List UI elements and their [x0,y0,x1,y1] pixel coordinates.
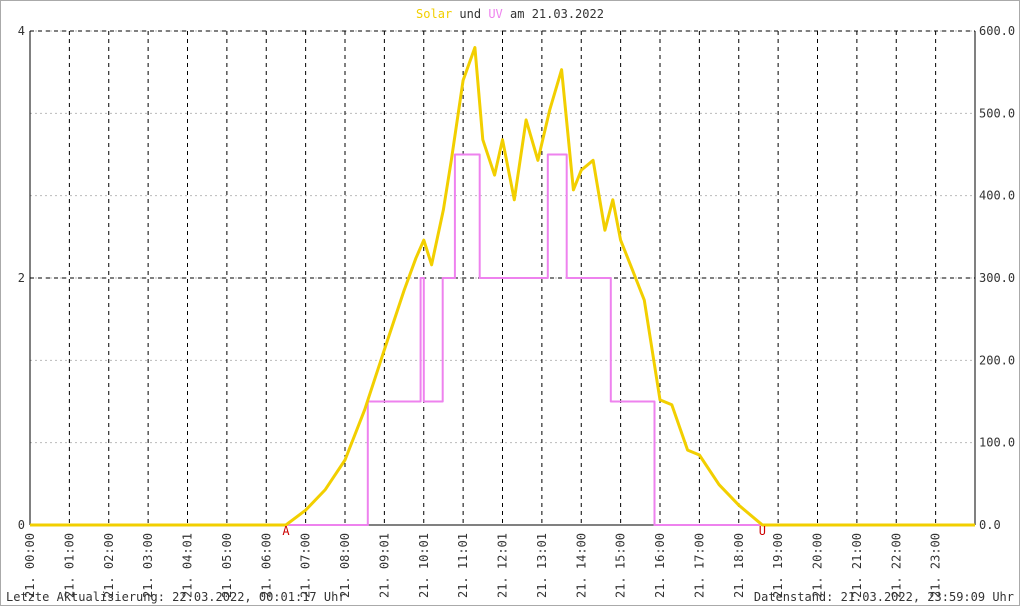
x-tick-label: 21. 00:00 [23,533,37,598]
x-tick-label: 21. 07:00 [299,533,313,598]
series-line [30,46,975,527]
y-tick-label: 4 [18,24,25,38]
x-tick-label: 21. 21:00 [850,533,864,598]
x-tick-label: 21. 11:01 [456,533,470,598]
y-tick-label: 2 [18,271,25,285]
chart-title: Solar und UV am 21.03.2022 [416,7,604,21]
x-tick-label: 21. 15:00 [614,533,628,598]
y2-tick-label: 200.0 [979,353,1015,367]
x-tick-label: 21. 08:00 [338,533,352,598]
title-solar: Solar [416,7,452,21]
x-tick-label: 21. 14:00 [574,533,588,598]
y2-tick-label: 500.0 [979,106,1015,120]
x-tick-label: 21. 03:00 [141,533,155,598]
x-tick-label: 21. 20:00 [811,533,825,598]
x-tick-label: 21. 04:01 [181,533,195,598]
x-tick-label: 21. 17:00 [692,533,706,598]
x-tick-label: 21. 22:00 [889,533,903,598]
x-tick-label: 21. 01:00 [62,533,76,598]
y2-tick-label: 0.0 [979,518,1001,532]
title-date: am 21.03.2022 [510,7,604,21]
y2-tick-label: 100.0 [979,436,1015,450]
x-tick-label: 21. 23:00 [929,533,943,598]
title-und: und [459,7,481,21]
title-uv: UV [488,7,502,21]
x-tick-label: 21. 09:01 [377,533,391,598]
y2-tick-label: 600.0 [979,24,1015,38]
x-tick-label: 21. 12:01 [496,533,510,598]
annotation: A [282,524,290,538]
y2-tick-label: 400.0 [979,189,1015,203]
x-tick-label: 21. 13:01 [535,533,549,598]
x-tick-label: 21. 02:00 [102,533,116,598]
y2-tick-label: 300.0 [979,271,1015,285]
x-tick-label: 21. 19:00 [771,533,785,598]
x-tick-label: 21. 18:00 [732,533,746,598]
x-tick-label: 21. 10:01 [417,533,431,598]
annotation: U [759,524,766,538]
x-tick-label: 21. 06:00 [259,533,273,598]
x-tick-label: 21. 16:00 [653,533,667,598]
footer-left: Letzte Aktualisierung: 22.03.2022, 00:01… [6,590,346,604]
footer-right: Datenstand: 21.03.2022, 23:59:09 Uhr [754,590,1014,604]
series-line [30,153,975,526]
y-tick-label: 0 [18,518,25,532]
x-tick-label: 21. 05:00 [220,533,234,598]
